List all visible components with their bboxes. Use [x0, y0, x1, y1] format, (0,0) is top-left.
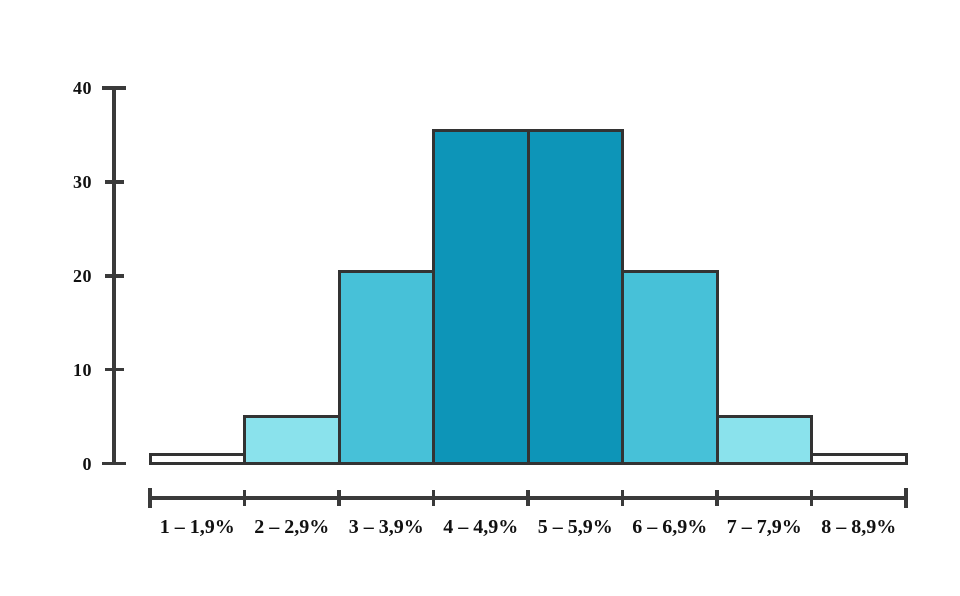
- x-axis-tick: [715, 490, 719, 506]
- y-axis-tick: [102, 86, 126, 90]
- histogram-bar: [810, 452, 908, 465]
- x-axis-tick: [242, 490, 247, 506]
- y-tick-label: 20: [73, 265, 92, 286]
- histogram-bar: [715, 415, 813, 465]
- y-axis-tick: [104, 274, 124, 278]
- x-axis-tick: [337, 490, 341, 506]
- x-axis-tick: [620, 490, 625, 506]
- y-axis-tick: [104, 367, 124, 372]
- x-category-label: 6 – 6,9%: [632, 516, 708, 538]
- y-tick-label: 30: [73, 171, 92, 192]
- x-axis-tick: [148, 488, 152, 508]
- x-category-label: 4 – 4,9%: [443, 516, 519, 538]
- histogram-bar: [243, 415, 341, 465]
- y-axis-tick: [102, 461, 126, 466]
- y-tick-label: 10: [73, 359, 92, 380]
- histogram-bar: [621, 269, 719, 465]
- x-category-label: 8 – 8,9%: [821, 516, 897, 538]
- x-axis-tick: [904, 488, 908, 508]
- x-axis-tick: [526, 490, 530, 506]
- x-category-label: 5 – 5,9%: [537, 516, 613, 538]
- y-tick-label: 40: [73, 78, 92, 98]
- x-category-label: 1 – 1,9%: [159, 516, 235, 538]
- histogram-bar: [148, 452, 246, 465]
- histogram-bar: [337, 269, 435, 465]
- y-axis-tick: [104, 180, 124, 184]
- histogram-bar: [526, 128, 624, 465]
- histogram-bar: [432, 128, 530, 465]
- x-axis-tick: [809, 490, 814, 506]
- x-category-label: 7 – 7,9%: [726, 516, 802, 538]
- y-tick-label: 0: [82, 453, 92, 474]
- x-category-label: 3 – 3,9%: [348, 516, 424, 538]
- x-axis-tick: [431, 490, 436, 506]
- x-category-label: 2 – 2,9%: [254, 516, 330, 538]
